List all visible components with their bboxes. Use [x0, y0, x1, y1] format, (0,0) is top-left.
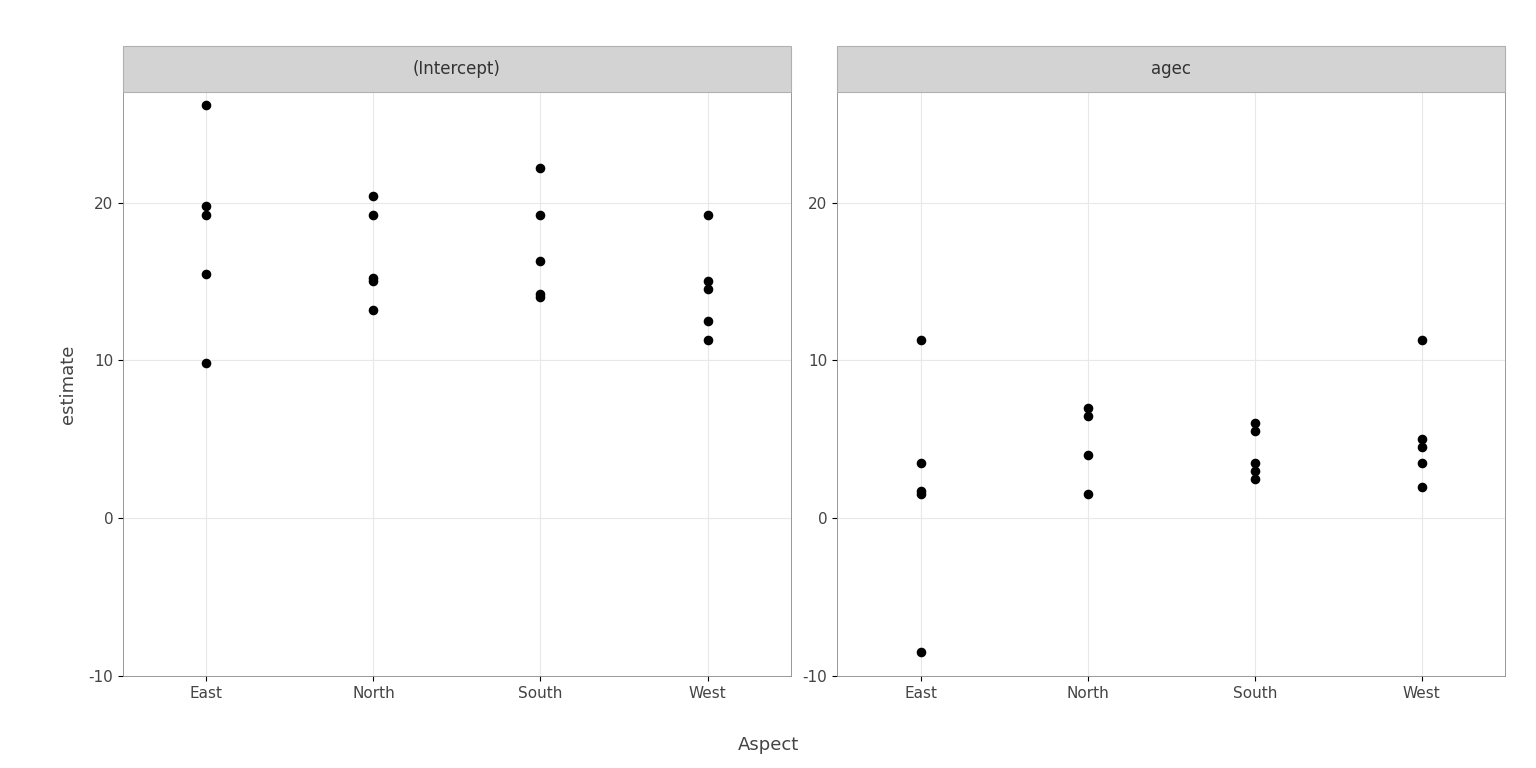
Point — [528, 291, 553, 303]
Point — [528, 288, 553, 300]
Point — [696, 209, 720, 221]
Y-axis label: estimate: estimate — [60, 344, 77, 424]
Point — [1243, 465, 1267, 477]
Point — [908, 488, 932, 501]
Point — [361, 190, 386, 203]
Point — [1410, 433, 1435, 445]
Point — [696, 283, 720, 296]
Text: (Intercept): (Intercept) — [413, 60, 501, 78]
Point — [1410, 333, 1435, 346]
Point — [696, 275, 720, 287]
Point — [194, 267, 218, 280]
Point — [1410, 457, 1435, 469]
Point — [1075, 409, 1100, 422]
Point — [194, 209, 218, 221]
Point — [1243, 472, 1267, 485]
Point — [1243, 457, 1267, 469]
Point — [1075, 402, 1100, 414]
Point — [1410, 441, 1435, 453]
Point — [1075, 449, 1100, 461]
Point — [1410, 481, 1435, 493]
Point — [1243, 417, 1267, 429]
Point — [361, 275, 386, 287]
Point — [908, 457, 932, 469]
Text: agec: agec — [1150, 60, 1192, 78]
Point — [908, 646, 932, 658]
Point — [696, 333, 720, 346]
Point — [361, 303, 386, 316]
Point — [908, 485, 932, 498]
Point — [908, 333, 932, 346]
Point — [528, 209, 553, 221]
Point — [528, 162, 553, 174]
Text: Aspect: Aspect — [737, 736, 799, 754]
Point — [361, 209, 386, 221]
Point — [194, 200, 218, 212]
Point — [528, 255, 553, 267]
Point — [1243, 425, 1267, 438]
Point — [696, 315, 720, 327]
Point — [361, 272, 386, 284]
Point — [1075, 488, 1100, 501]
Point — [194, 357, 218, 369]
Point — [194, 98, 218, 111]
